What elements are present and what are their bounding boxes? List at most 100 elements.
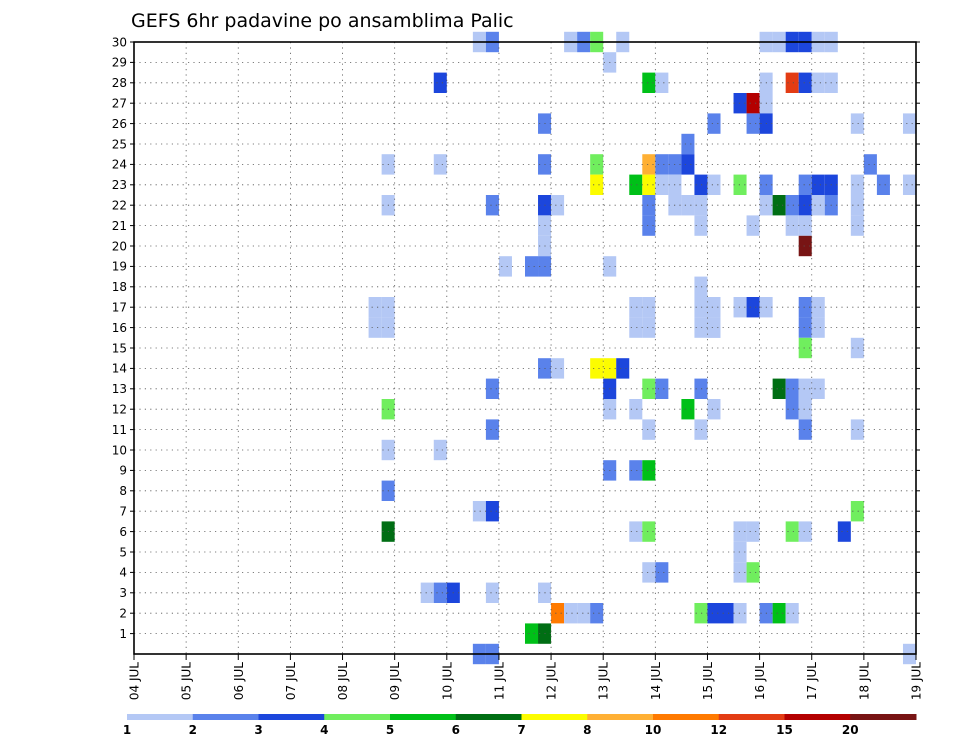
precip-cell	[733, 297, 747, 318]
precip-cell	[785, 215, 799, 236]
precip-cell	[433, 582, 447, 603]
y-tick-label: 23	[112, 178, 127, 192]
y-tick-label: 18	[112, 280, 127, 294]
precip-cell	[850, 337, 864, 359]
precip-cell	[590, 358, 604, 379]
precip-cell	[629, 460, 643, 481]
y-tick-label: 22	[112, 199, 127, 213]
legend-level-label: 12	[710, 723, 727, 737]
x-tick-label: 12 JUL	[545, 662, 559, 700]
color-legend: 1 2 3 4 5 6 7 8 10 12 15 20	[123, 714, 917, 737]
legend-swatch	[192, 714, 259, 720]
precip-cell	[707, 297, 721, 318]
precip-cell	[785, 521, 799, 542]
y-tick-label: 30	[112, 35, 127, 49]
precip-cell	[850, 419, 864, 440]
x-tick-label: 15 JUL	[701, 662, 715, 700]
precip-cell	[642, 521, 656, 542]
legend-swatch	[390, 714, 457, 720]
grid-layer	[134, 41, 916, 654]
precip-cell	[811, 72, 825, 93]
chart-title: GEFS 6hr padavine po ansamblima Palic	[131, 10, 514, 32]
y-ticks-layer: 1234567891011121314151617181920212223242…	[112, 35, 920, 641]
precip-cell	[681, 154, 695, 175]
precip-cell	[694, 419, 708, 440]
precip-cell	[798, 378, 812, 399]
precip-cell	[876, 174, 890, 195]
precip-cell	[746, 521, 760, 542]
precip-cell	[798, 337, 812, 359]
legend-level-label: 6	[452, 723, 460, 737]
precip-cell	[629, 317, 643, 338]
precip-cell	[798, 297, 812, 318]
x-tick-label: 16 JUL	[753, 662, 767, 700]
precip-cell	[590, 603, 604, 624]
x-tick-label: 05 JUL	[180, 662, 194, 700]
legend-swatch	[127, 714, 194, 720]
precip-cell	[694, 603, 708, 624]
precip-cell	[655, 72, 669, 93]
precip-cell	[681, 399, 695, 420]
precip-cell	[551, 603, 565, 624]
precip-cell	[629, 174, 643, 195]
precip-cell	[551, 195, 565, 216]
precip-cell	[577, 603, 591, 624]
precip-cell	[850, 195, 864, 216]
x-tick-label: 09 JUL	[388, 662, 402, 700]
precip-cell	[707, 317, 721, 338]
precip-cell	[733, 562, 747, 583]
x-tick-label: 10 JUL	[440, 662, 454, 700]
precip-cell	[642, 72, 656, 93]
precip-cell	[785, 399, 799, 420]
precip-cell	[642, 378, 656, 399]
precip-cell	[733, 93, 747, 114]
x-tick-label: 13 JUL	[597, 662, 611, 700]
legend-level-label: 3	[254, 723, 262, 737]
precip-cell	[785, 603, 799, 624]
precip-cell	[798, 317, 812, 338]
y-tick-label: 7	[119, 505, 127, 519]
precip-cell	[681, 133, 695, 155]
precip-cell	[642, 297, 656, 318]
precip-cell	[733, 521, 747, 542]
precip-cell	[629, 521, 643, 542]
y-tick-label: 10	[112, 443, 127, 457]
precip-cell	[850, 215, 864, 236]
precip-cell	[642, 562, 656, 583]
legend-swatch	[850, 714, 917, 720]
legend-swatch	[521, 714, 588, 720]
legend-level-label: 20	[842, 723, 859, 737]
precip-cell	[655, 562, 669, 583]
precip-cell	[837, 521, 851, 542]
precip-cell	[642, 215, 656, 236]
precip-cell	[694, 378, 708, 399]
x-tick-label: 18 JUL	[857, 662, 871, 700]
precip-cell	[642, 460, 656, 481]
precip-cell	[811, 317, 825, 338]
y-tick-label: 2	[119, 607, 127, 621]
precip-cell	[694, 215, 708, 236]
precip-cell	[798, 419, 812, 440]
y-tick-label: 28	[112, 76, 127, 90]
legend-level-label: 8	[583, 723, 591, 737]
y-tick-label: 17	[112, 301, 127, 315]
precip-cell	[746, 93, 760, 114]
y-tick-label: 13	[112, 382, 127, 396]
precip-cell	[850, 174, 864, 195]
x-tick-label: 06 JUL	[232, 662, 246, 700]
precip-cell	[642, 154, 656, 175]
legend-swatch	[718, 714, 785, 720]
precip-cell	[811, 174, 825, 195]
precip-cell	[811, 195, 825, 216]
precip-cell	[746, 297, 760, 318]
precip-cell	[694, 174, 708, 195]
x-tick-label: 07 JUL	[284, 662, 298, 700]
precip-cell	[433, 154, 447, 175]
legend-swatch	[653, 714, 720, 720]
precip-cell	[368, 317, 382, 338]
precip-cell	[433, 72, 447, 93]
precip-cell	[642, 174, 656, 195]
precip-cell	[642, 195, 656, 216]
y-tick-label: 26	[112, 117, 127, 131]
precip-cell	[772, 603, 786, 624]
